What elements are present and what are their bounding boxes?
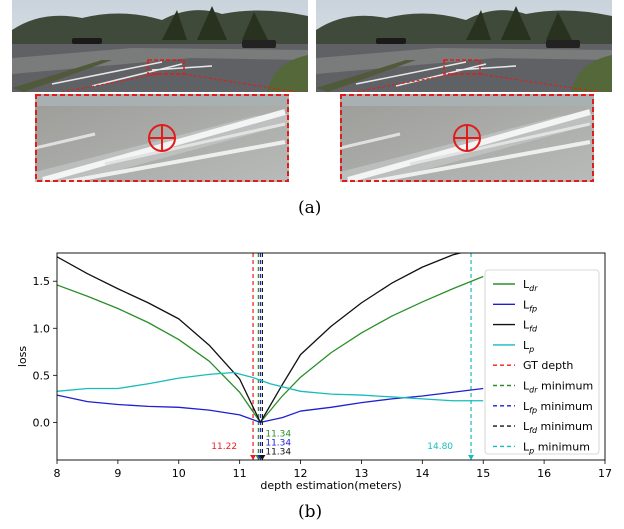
min-value-label: 11.34	[265, 429, 291, 439]
y-axis-label: loss	[16, 346, 29, 368]
y-tick-label: 1.0	[33, 322, 51, 335]
x-tick-label: 17	[598, 467, 612, 480]
series-line-ldr	[57, 275, 484, 424]
panel-b-label: (b)	[298, 502, 323, 522]
y-tick-label: 1.5	[33, 275, 51, 288]
road-photo-right	[316, 0, 612, 92]
road-photo-left-graphic	[12, 0, 308, 92]
legend-entry-label: Lp minimum	[523, 440, 590, 455]
x-tick-label: 9	[114, 467, 121, 480]
series-line-lfd	[57, 253, 463, 424]
min-value-label: 11.34	[265, 447, 291, 457]
x-tick-label: 15	[476, 467, 490, 480]
panel-a-label: (a)	[298, 198, 322, 218]
legend-box	[484, 269, 600, 455]
zoom-inset-left	[35, 94, 289, 182]
legend-entry-label: Lfd	[523, 319, 538, 334]
axes-frame	[56, 252, 606, 461]
y-tick-label: 0.5	[33, 369, 51, 382]
zoom-inset-left-graphic	[35, 94, 289, 182]
loss-chart: 8 9 10 11 12 13 14 15 16 17 0.0 0.5 1.0 1.5 depth esti…	[16, 252, 612, 492]
gt-depth-value-label: 11.22	[211, 442, 237, 452]
x-tick-label: 8	[54, 467, 61, 480]
legend-entry-label: Lp	[523, 339, 534, 354]
legend-entry-label: Lfp	[523, 298, 537, 313]
series-group	[57, 253, 484, 424]
road-photo-left	[12, 0, 308, 92]
x-tick-label: 13	[354, 467, 368, 480]
y-tick-label: 0.0	[33, 416, 51, 429]
road-photo-right-graphic	[316, 0, 612, 92]
series-line-lp	[57, 371, 484, 402]
x-tick-label: 10	[172, 467, 186, 480]
legend-entry-label: Lfp minimum	[523, 400, 593, 415]
x-tick-label: 16	[537, 467, 551, 480]
vline-arrow	[259, 455, 266, 460]
vline-arrow	[468, 455, 475, 460]
lp-min-value-label: 14.80	[427, 442, 453, 452]
legend-entry-label: GT depth	[523, 359, 573, 372]
x-tick-label: 12	[294, 467, 308, 480]
zoom-inset-right-graphic	[340, 94, 594, 182]
legend-entry-label: Ldr	[523, 278, 538, 293]
x-tick-label: 11	[233, 467, 247, 480]
zoom-inset-right	[340, 94, 594, 182]
x-tick-label: 14	[415, 467, 429, 480]
legend-entry-label: Ldr minimum	[523, 380, 593, 395]
x-axis-label: depth estimation(meters)	[260, 479, 401, 492]
min-value-label: 11.34	[265, 438, 291, 448]
legend-entry-label: Lfd minimum	[523, 420, 593, 435]
vline-arrow	[250, 455, 257, 460]
